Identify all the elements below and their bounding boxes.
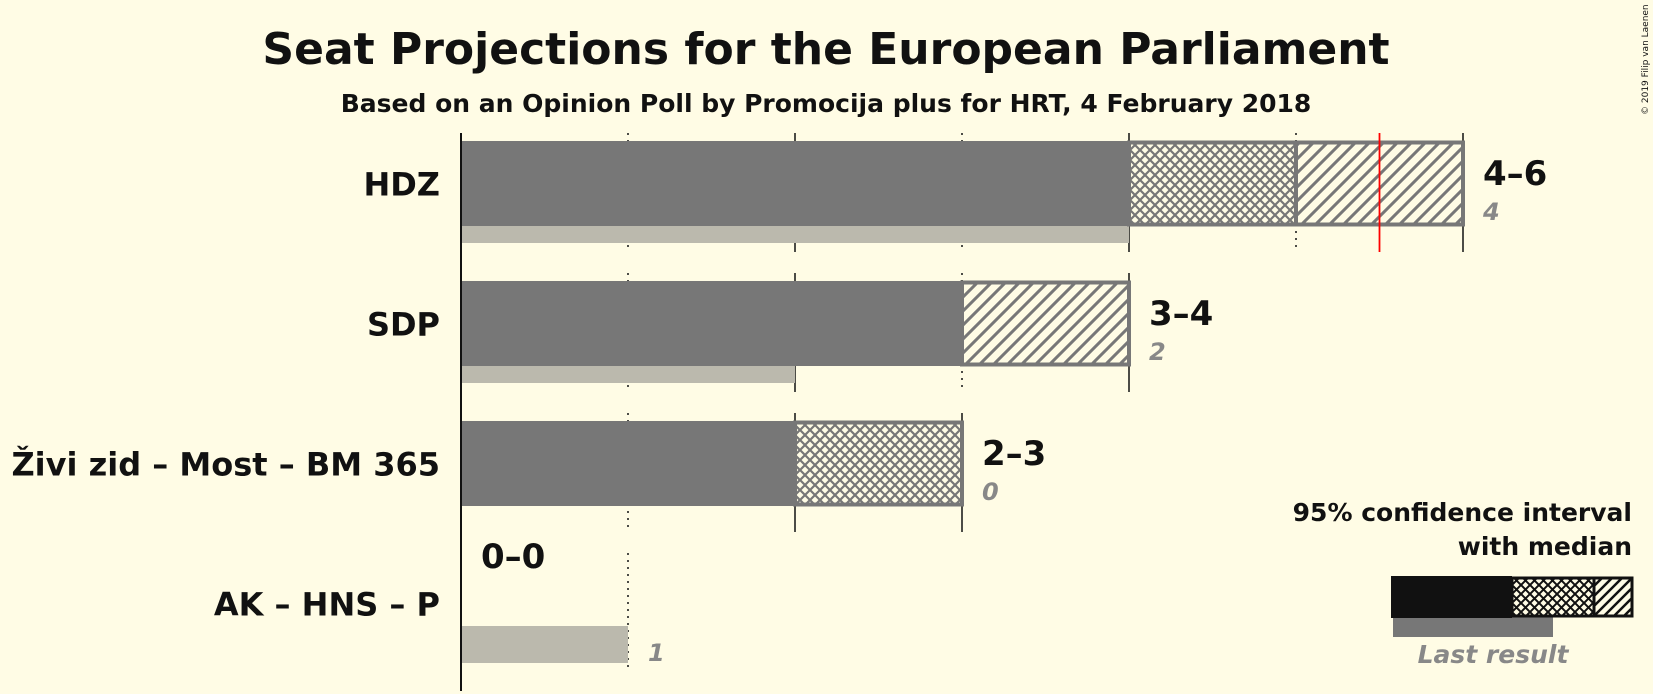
legend-last-result-label: Last result [1418,640,1570,669]
row-1-crosshatch-segment [1127,140,1298,227]
row-1-range-label: 4–6 [1483,154,1547,194]
bar-rows: HDZ 4–6 4 SDP 3–4 2 Živi zid – Most – BM 365 2–… [11,133,1547,691]
row-4-last-result-label: 1 [648,639,665,667]
legend-line-1: 95% confidence interval [1293,498,1632,527]
copyright-notice: © 2019 Filip van Laenen [1641,4,1651,115]
row-2-last-result-label: 2 [1149,338,1166,366]
row-2-solid-bar [461,281,962,366]
legend: 95% confidence interval with median Last… [1293,498,1634,669]
row-1-solid-bar [461,141,1129,226]
row-1-party-label: HDZ [363,166,440,204]
row-3-solid-bar [461,421,795,506]
row-3-party-label: Živi zid – Most – BM 365 [11,446,440,484]
row-2-range-label: 3–4 [1149,294,1213,334]
row-4-range-label: 0–0 [481,537,545,577]
legend-line-2: with median [1458,532,1632,561]
row-1-last-result-label: 4 [1482,198,1500,226]
row-3-last-result-label: 0 [982,478,999,506]
row-4-last-result-bar [461,626,628,663]
chart-subtitle: Based on an Opinion Poll by Promocija pl… [341,89,1312,118]
chart-title: Seat Projections for the European Parlia… [262,24,1389,75]
row-3-crosshatch-segment [793,420,964,507]
row-3-range-label: 2–3 [982,434,1046,474]
legend-ci-diagonal [1592,576,1634,618]
row-2-party-label: SDP [367,306,440,344]
legend-ci-crosshatch [1510,576,1596,618]
row-4-party-label: AK – HNS – P [214,586,440,624]
row-2-diagonal-segment [960,280,1131,367]
legend-ci-solid [1391,576,1512,618]
